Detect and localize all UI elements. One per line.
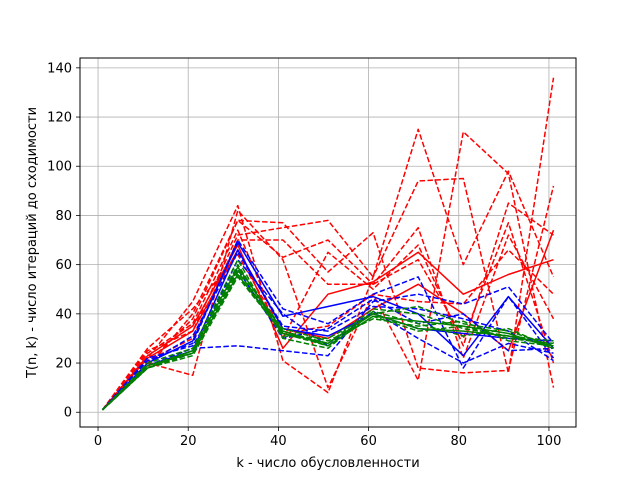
y-tick-label: 120 — [47, 111, 72, 126]
y-tick-label: 80 — [55, 209, 72, 224]
series-line-12 — [101, 286, 555, 411]
x-tick-label: 40 — [270, 434, 287, 449]
x-tick-label: 20 — [180, 434, 197, 449]
axis-ticks: 0 20 40 60 80 100 0 20 40 60 80 100 120 140 — [47, 61, 561, 449]
series-line-7 — [101, 249, 555, 411]
x-tick-label: 80 — [450, 434, 467, 449]
series-line-14 — [101, 258, 554, 411]
x-tick-label: 0 — [94, 434, 102, 449]
series-line-1 — [101, 128, 555, 411]
series-line-21 — [101, 258, 554, 411]
x-axis-label: k - число обусловленности — [236, 456, 419, 471]
plot-frame — [79, 57, 577, 428]
series-line-19 — [101, 263, 554, 411]
x-tick-label: 100 — [537, 434, 562, 449]
series-line-3 — [101, 131, 555, 411]
series-line-4 — [101, 185, 555, 411]
data-lines — [101, 77, 555, 411]
series-line-13 — [101, 251, 554, 411]
series-line-24 — [101, 266, 554, 411]
series-line-16 — [101, 241, 555, 411]
y-tick-label: 40 — [55, 307, 72, 322]
series-line-23 — [101, 273, 554, 411]
y-tick-label: 0 — [64, 406, 72, 421]
series-line-22 — [101, 268, 554, 411]
series-line-5 — [101, 219, 555, 411]
y-tick-label: 100 — [47, 160, 72, 175]
y-axis-label: T(n, k) - число итераций до сходимости — [25, 107, 40, 379]
x-tick-label: 60 — [360, 434, 377, 449]
series-line-9 — [101, 244, 554, 411]
series-line-6 — [101, 202, 554, 411]
y-tick-label: 140 — [47, 61, 72, 76]
series-line-2 — [101, 77, 555, 411]
y-tick-label: 20 — [55, 357, 72, 372]
y-tick-label: 60 — [55, 258, 72, 273]
